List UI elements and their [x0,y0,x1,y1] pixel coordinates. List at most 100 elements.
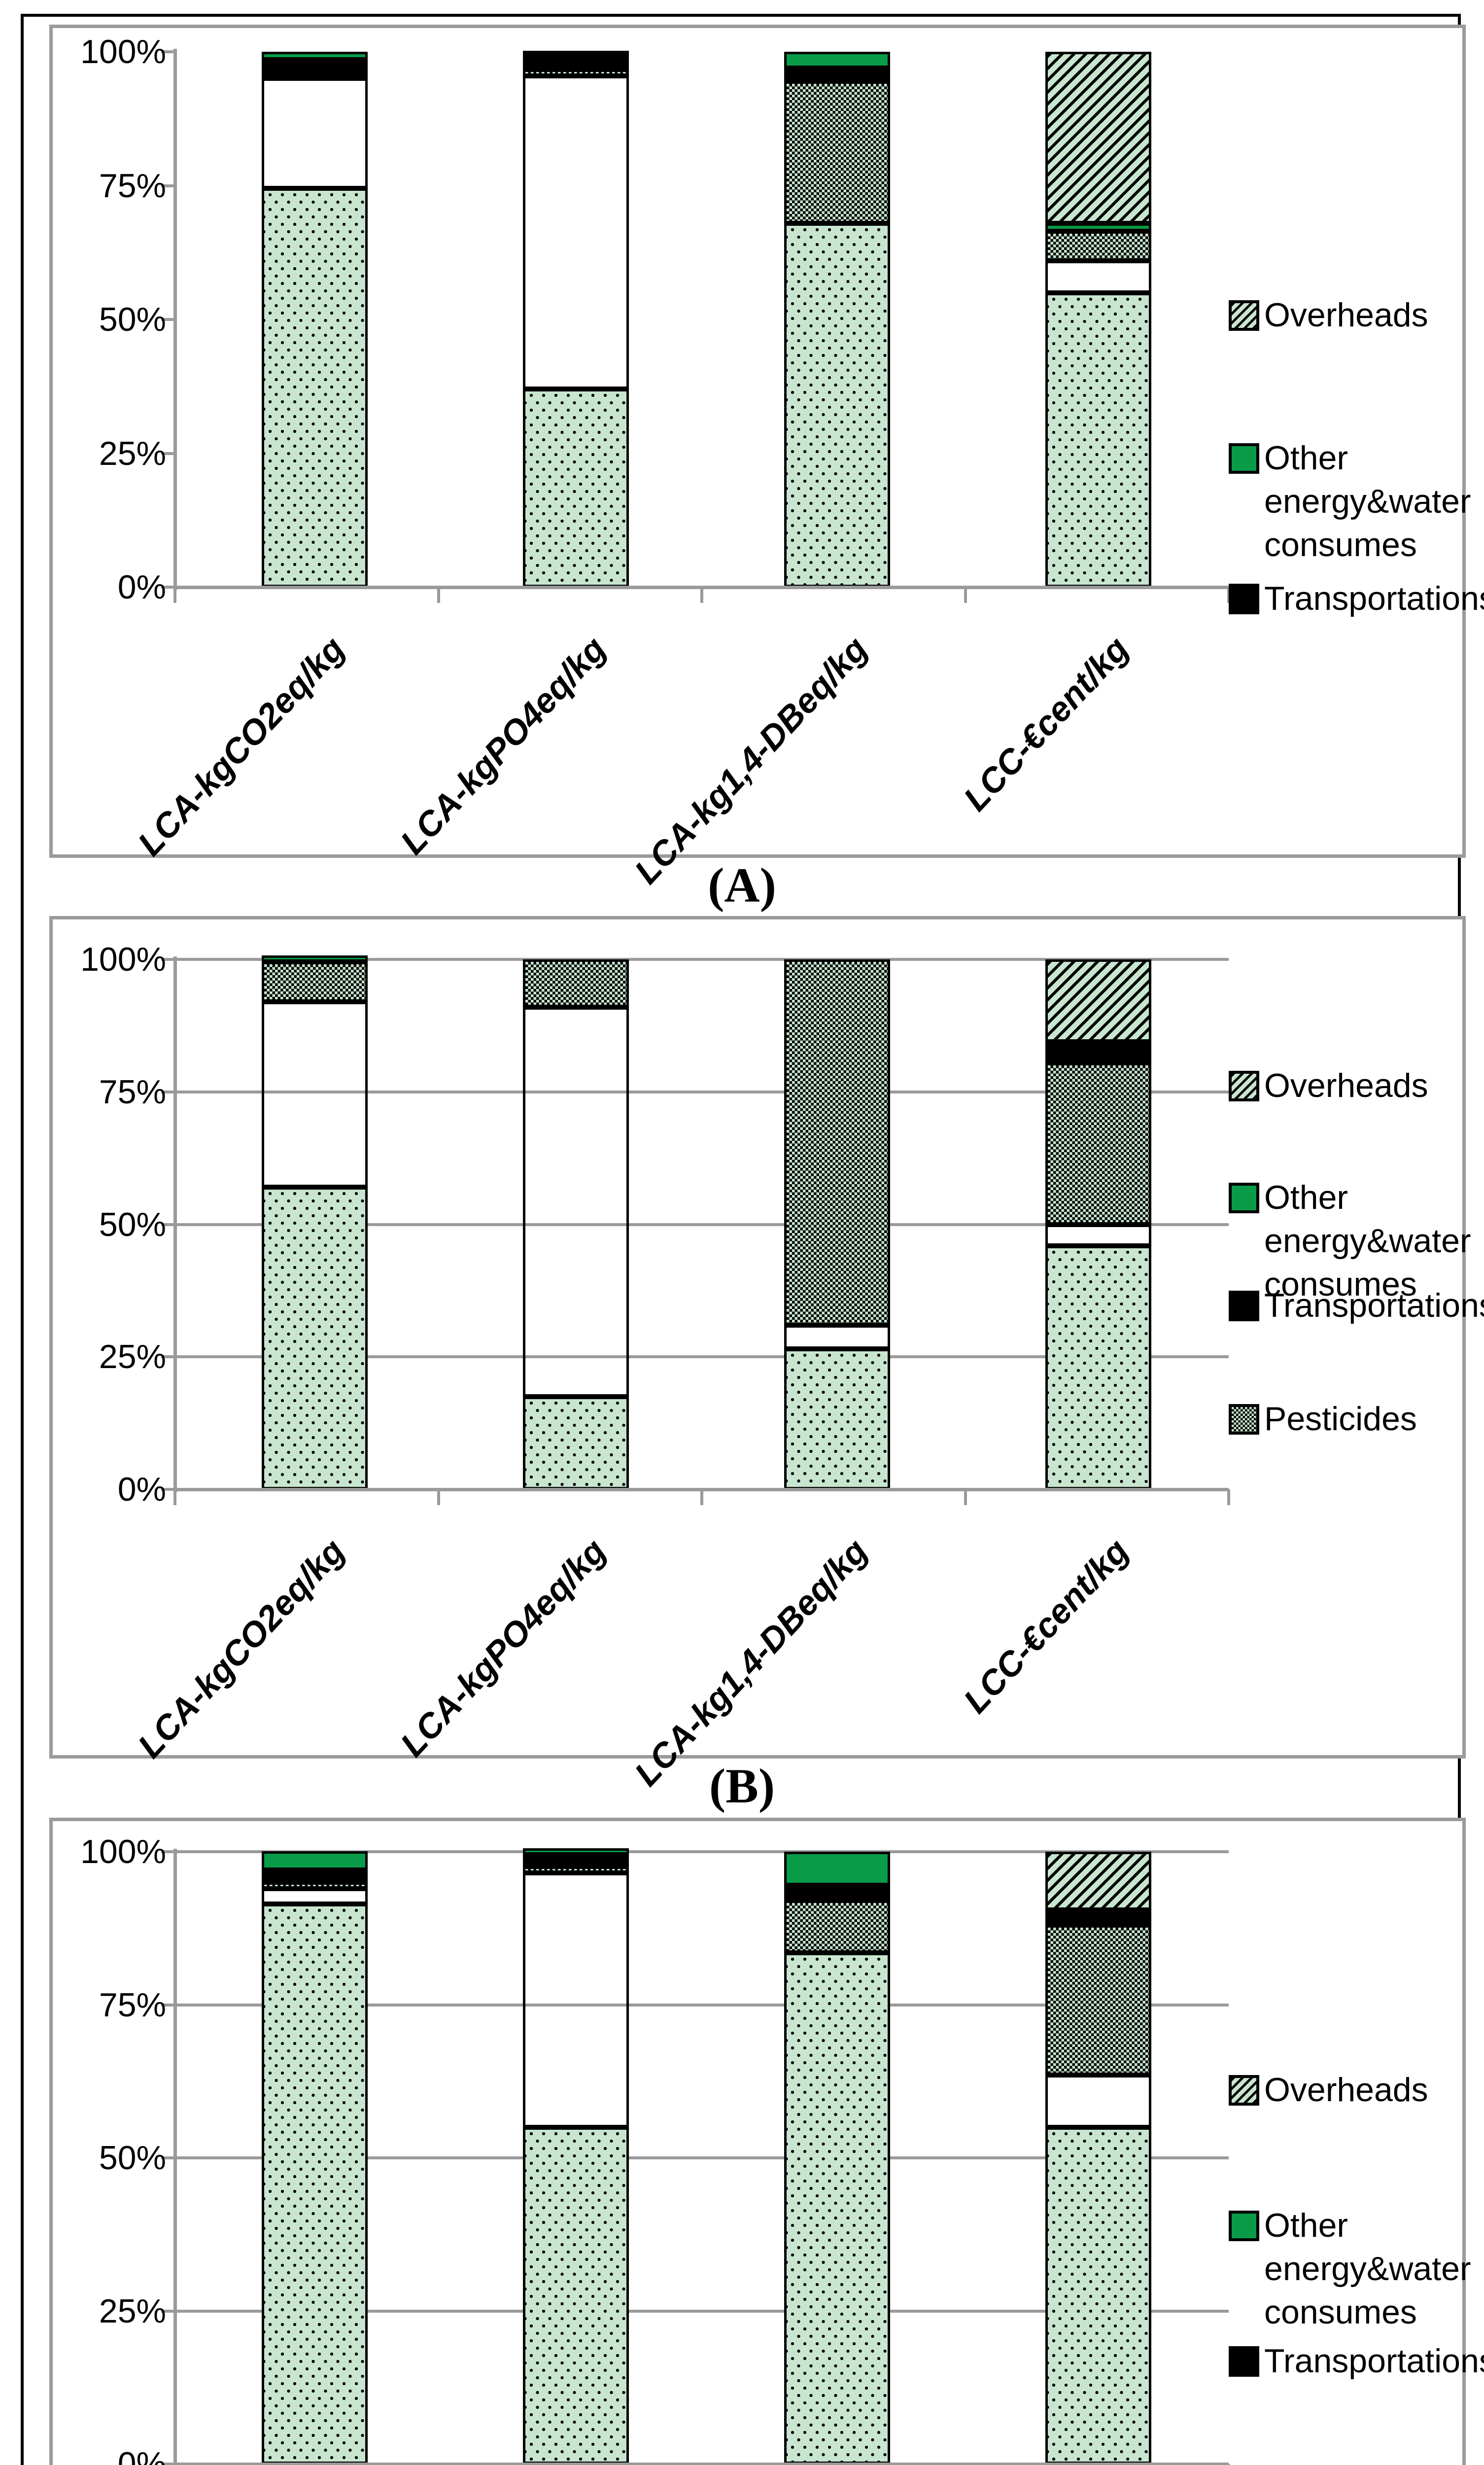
gridline-75% [175,1090,1229,1093]
legend-label: Transportations [1264,2342,1484,2380]
y-tick [161,1488,174,1491]
bar-segment-dotted [1045,292,1151,587]
bar-segment-dotted [1045,1245,1151,1489]
legend-swatch-diagonal-hatch-icon [1229,300,1259,331]
legend-label: Other energy&water consumes [1264,2207,1471,2331]
legend-label: Other energy&water consumes [1264,439,1471,563]
gridline-50% [175,2156,1229,2159]
x-tick [700,1489,703,1505]
x-axis-line [175,586,1229,589]
bar-segment-solid-green [261,1851,368,1870]
y-tick [161,1850,174,1853]
gridline-100% [175,1850,1229,1853]
y-axis-tick-label: 75% [99,1073,166,1111]
x-axis-line [175,1488,1229,1491]
bar-segment-white [261,1002,368,1188]
stacked-bar-LCA-kgPO4eq/kg [522,1848,629,2464]
y-tick [161,2003,174,2007]
bar-segment-dotted [261,188,368,587]
legend-label: Overheads [1264,1067,1428,1104]
legend-swatch-solid-green-icon [1229,1183,1259,1213]
y-axis-tick-label: 75% [99,167,166,205]
bar-segment-dotted [784,1952,890,2464]
x-axis-category-label: LCA-kg1,4-DBeq/kg [626,1531,875,1794]
y-axis-tick-label: 25% [99,2292,166,2330]
legend-item-other-energy-water-consumes: Other energy&water consumes [1229,2204,1484,2334]
bar-segment-white [522,1007,629,1397]
legend-item-other-energy-water-consumes: Other energy&water consumes [1229,1176,1484,1306]
bar-segment-diagonal-hatch [1045,52,1151,223]
bar-segment-solid-black [784,1885,890,1901]
y-axis-tick-label: 0% [117,2445,166,2465]
bar-segment-dotted [522,1396,629,1489]
bar-segment-dotted [522,2127,629,2464]
bar-segment-solid-green [261,955,368,962]
bar-segment-white [522,1873,629,2127]
y-tick [161,1355,174,1359]
x-axis-category-label: LCA-kgPO4eq/kg [393,629,614,862]
y-axis-tick-label: 25% [99,434,166,472]
legend-label: Other energy&water consumes [1264,1179,1471,1303]
bar-segment-checkerboard [1045,1925,1151,2076]
bar-segment-white [522,75,629,389]
legend-item-overheads: Overheads [1229,293,1428,337]
chart-panel-b: 100% 75% 50% 25% 0% LCA-kgCO2eq/kg LCA-kgPO4eq… [49,916,1484,1793]
x-axis-category-label: LCA-kg1,4-DBeq/kg [626,629,875,891]
bar-segment-checkerboard [784,81,890,223]
bar-segment-dotted [261,1903,368,2464]
gridline-75% [175,2003,1229,2007]
bar-segment-checkerboard [522,959,629,1007]
x-tick [964,1489,967,1505]
legend-swatch-checkerboard-icon [1229,1404,1259,1435]
gridline-25% [175,1355,1229,1359]
bar-segment-dotted [261,1187,368,1489]
stacked-bar-LCA-kgPO4eq/kg [522,50,629,587]
y-axis-tick-label: 75% [99,1986,166,2024]
stacked-bar-LCA-kgPO4eq/kg [522,959,629,1489]
gridline-100% [175,958,1229,961]
y-tick [161,958,174,961]
x-axis-category-label: LCA-kgCO2eq/kg [130,629,352,863]
y-axis-tick-label: 100% [80,941,166,978]
bar-segment-diagonal-hatch [1045,959,1151,1042]
bar-segment-dotted [784,1349,890,1489]
bar-segment-white [1045,260,1151,293]
y-tick [161,318,174,321]
legend-swatch-diagonal-hatch-icon [1229,2075,1259,2106]
stacked-bar-LCC-€cent/kg [1045,959,1151,1489]
y-axis-line [173,1849,177,2465]
y-tick [161,2309,174,2313]
bar-segment-white [261,78,368,188]
x-tick [1227,2464,1230,2465]
x-axis-category-label: LCA-kgPO4eq/kg [393,1531,614,1764]
x-axis-line [175,2463,1229,2465]
x-tick [437,587,440,603]
bar-segment-solid-black [261,60,368,79]
x-tick [173,1489,176,1505]
bar-segment-dotted [1045,2127,1151,2464]
y-tick [161,50,174,53]
legend-swatch-solid-black-icon [1229,584,1259,614]
legend-item-transportations: Transportations [1229,577,1484,620]
bar-segment-diagonal-hatch [1045,1852,1151,1910]
y-tick [161,586,174,589]
legend-item-pesticides: Pesticides [1229,1397,1417,1441]
legend-label: Transportations [1264,1287,1484,1324]
y-tick [161,2156,174,2159]
bar-segment-solid-black [784,68,890,81]
legend-label: Transportations [1264,580,1484,617]
y-axis-tick-label: 50% [99,301,166,338]
legend-swatch-solid-black-icon [1229,2346,1259,2377]
x-axis-category-label: LCC-€cent/kg [956,629,1136,818]
gridline-50% [175,1223,1229,1226]
bar-segment-dotted [784,223,890,587]
bar-segment-white [784,1325,890,1349]
bar-segment-checkerboard [784,959,890,1325]
stacked-bar-LCC-€cent/kg [1045,52,1151,587]
y-axis-tick-label: 25% [99,1338,166,1376]
y-tick [161,2463,174,2465]
bar-segment-solid-green [784,1852,890,1886]
x-tick [964,587,967,603]
x-tick [173,587,176,603]
